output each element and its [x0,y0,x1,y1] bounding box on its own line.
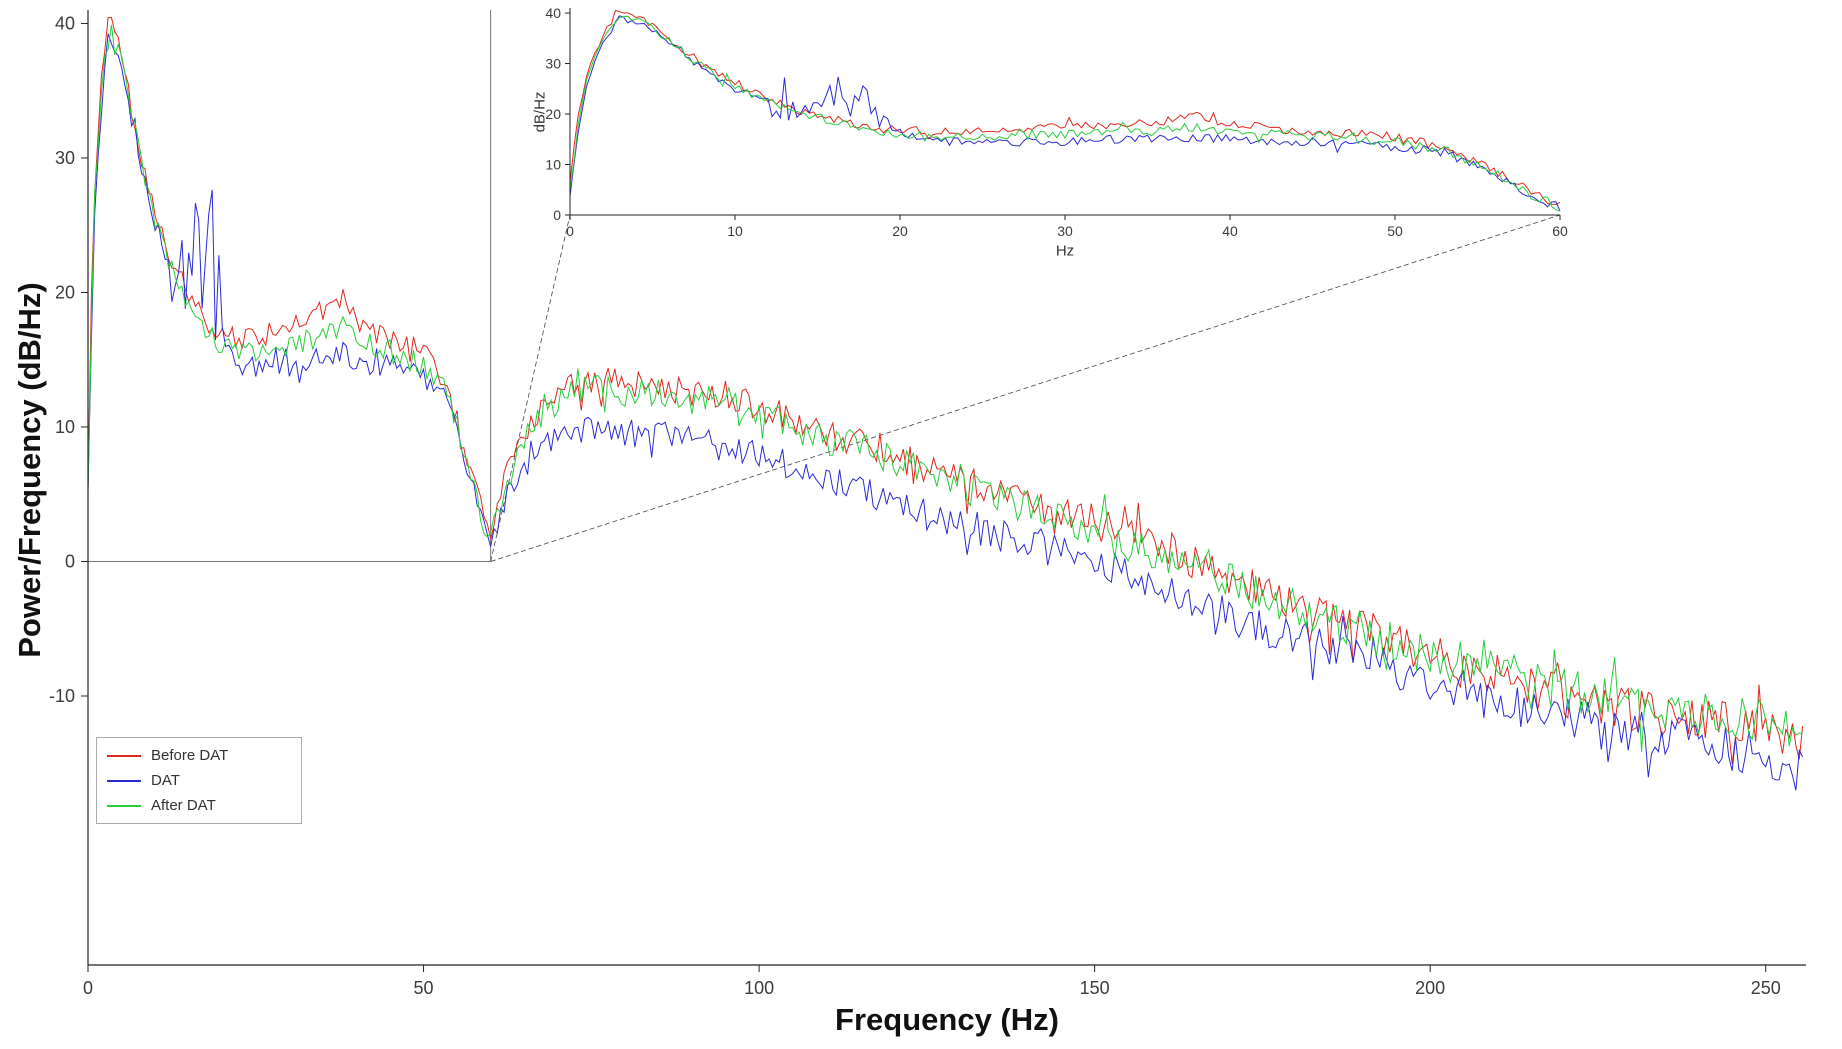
svg-text:30: 30 [545,56,561,72]
svg-text:0: 0 [553,207,561,223]
inset-x-tick-labels: 0 10 20 30 40 50 60 [566,215,1568,239]
svg-text:30: 30 [1057,223,1073,239]
legend-entry-after-dat: After DAT [107,797,287,814]
svg-text:40: 40 [545,5,561,21]
svg-text:50: 50 [414,978,434,998]
x-axis-label: Frequency (Hz) [835,1002,1059,1037]
svg-text:20: 20 [545,106,561,122]
svg-text:20: 20 [892,223,908,239]
legend: Before DAT DAT After DAT [96,737,302,824]
series-before-dat-inset [569,9,1561,205]
series-before-dat [87,17,1804,764]
svg-text:40: 40 [55,13,75,33]
inset-x-axis-label: Hz [1055,242,1075,260]
legend-entry-dat: DAT [107,772,287,789]
svg-text:250: 250 [1751,978,1781,998]
svg-text:200: 200 [1415,978,1445,998]
series-dat-inset [569,15,1561,212]
legend-label: DAT [151,772,180,789]
inset-y-axis-label: dB/Hz [531,91,549,133]
svg-text:10: 10 [727,223,743,239]
legend-line-sample [107,754,141,757]
legend-line-sample [107,779,141,782]
legend-entry-before-dat: Before DAT [107,747,287,764]
svg-text:30: 30 [55,148,75,168]
svg-text:0: 0 [65,551,75,571]
svg-text:150: 150 [1080,978,1110,998]
series-dat [87,33,1804,791]
svg-text:100: 100 [744,978,774,998]
svg-text:-10: -10 [49,686,75,706]
legend-label: After DAT [151,797,216,814]
zoom-connector-left [490,214,571,562]
legend-label: Before DAT [151,747,229,764]
svg-text:20: 20 [55,282,75,302]
svg-text:40: 40 [1222,223,1238,239]
svg-text:10: 10 [55,417,75,437]
svg-text:60: 60 [1552,223,1568,239]
series-after-dat-inset [569,15,1561,212]
legend-line-sample [107,804,141,807]
svg-text:50: 50 [1387,223,1403,239]
svg-text:0: 0 [83,978,93,998]
zoom-connector-right [490,214,1561,562]
main-y-tick-labels: -10 0 10 20 30 40 [49,13,88,706]
series-after-dat [87,24,1803,752]
inset-y-tick-labels: 0 10 20 30 40 [545,5,570,223]
y-axis-label: Power/Frequency (dB/Hz) [12,282,47,658]
svg-text:0: 0 [566,223,574,239]
main-x-tick-labels: 0 50 100 150 200 250 [83,965,1781,998]
svg-text:10: 10 [545,157,561,173]
